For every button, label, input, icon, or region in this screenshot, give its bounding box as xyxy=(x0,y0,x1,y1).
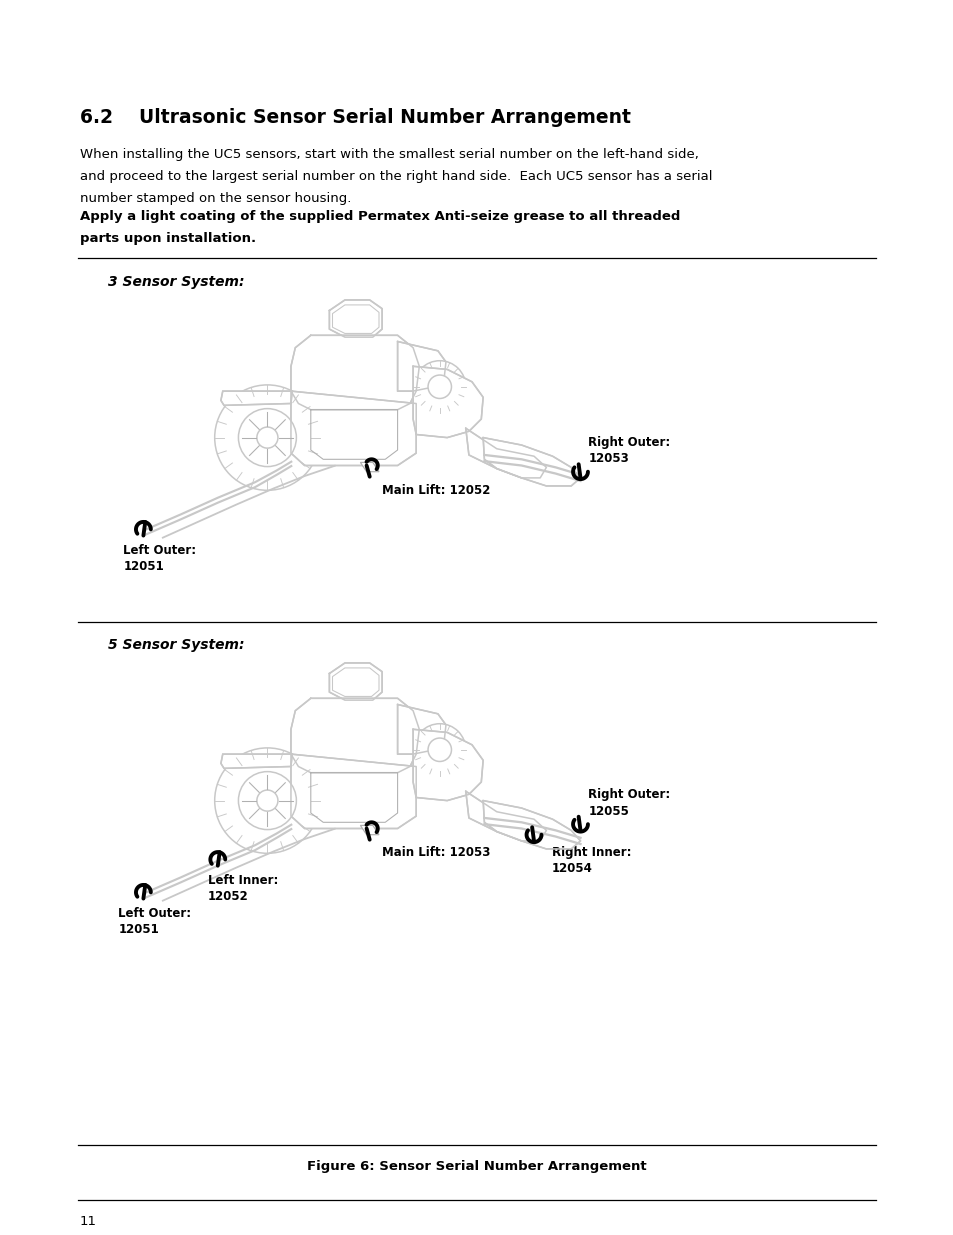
Text: Right Outer:
12053: Right Outer: 12053 xyxy=(588,436,670,466)
Circle shape xyxy=(238,409,296,467)
Polygon shape xyxy=(291,335,419,410)
Circle shape xyxy=(214,748,320,853)
Text: 11: 11 xyxy=(80,1215,97,1228)
Text: Main Lift: 12053: Main Lift: 12053 xyxy=(381,846,490,860)
Text: parts upon installation.: parts upon installation. xyxy=(80,232,255,245)
Polygon shape xyxy=(291,755,416,829)
Text: Right Inner:
12054: Right Inner: 12054 xyxy=(552,846,631,876)
Polygon shape xyxy=(360,825,378,835)
Text: Main Lift: 12052: Main Lift: 12052 xyxy=(381,483,490,496)
Polygon shape xyxy=(413,367,482,437)
Polygon shape xyxy=(482,800,579,848)
Polygon shape xyxy=(333,668,378,697)
Text: Left Inner:
12052: Left Inner: 12052 xyxy=(208,873,278,903)
Polygon shape xyxy=(360,462,378,472)
Circle shape xyxy=(238,772,296,830)
Text: Right Outer:
12055: Right Outer: 12055 xyxy=(588,788,670,818)
Polygon shape xyxy=(397,704,445,755)
Text: 5 Sensor System:: 5 Sensor System: xyxy=(108,638,244,652)
Circle shape xyxy=(256,427,277,448)
Text: Apply a light coating of the supplied Permatex Anti-seize grease to all threaded: Apply a light coating of the supplied Pe… xyxy=(80,210,679,224)
Polygon shape xyxy=(333,305,378,333)
Text: number stamped on the sensor housing.: number stamped on the sensor housing. xyxy=(80,191,351,205)
Circle shape xyxy=(214,385,320,490)
Polygon shape xyxy=(482,437,579,485)
Polygon shape xyxy=(465,792,546,841)
Polygon shape xyxy=(413,730,482,800)
Polygon shape xyxy=(291,391,416,466)
Text: Figure 6: Sensor Serial Number Arrangement: Figure 6: Sensor Serial Number Arrangeme… xyxy=(307,1160,646,1173)
Circle shape xyxy=(414,724,465,776)
Polygon shape xyxy=(221,391,292,405)
Polygon shape xyxy=(397,342,445,391)
Polygon shape xyxy=(329,663,382,700)
Polygon shape xyxy=(291,698,419,773)
Text: and proceed to the largest serial number on the right hand side.  Each UC5 senso: and proceed to the largest serial number… xyxy=(80,170,712,183)
Text: 3 Sensor System:: 3 Sensor System: xyxy=(108,275,244,289)
Polygon shape xyxy=(465,429,546,478)
Text: When installing the UC5 sensors, start with the smallest serial number on the le: When installing the UC5 sensors, start w… xyxy=(80,148,699,161)
Circle shape xyxy=(414,361,465,412)
Polygon shape xyxy=(221,755,292,768)
Circle shape xyxy=(428,375,451,399)
Polygon shape xyxy=(329,300,382,337)
Circle shape xyxy=(428,739,451,762)
Text: 6.2    Ultrasonic Sensor Serial Number Arrangement: 6.2 Ultrasonic Sensor Serial Number Arra… xyxy=(80,107,630,127)
Text: Left Outer:
12051: Left Outer: 12051 xyxy=(118,906,192,936)
Text: Left Outer:
12051: Left Outer: 12051 xyxy=(123,543,196,573)
Circle shape xyxy=(256,790,277,811)
